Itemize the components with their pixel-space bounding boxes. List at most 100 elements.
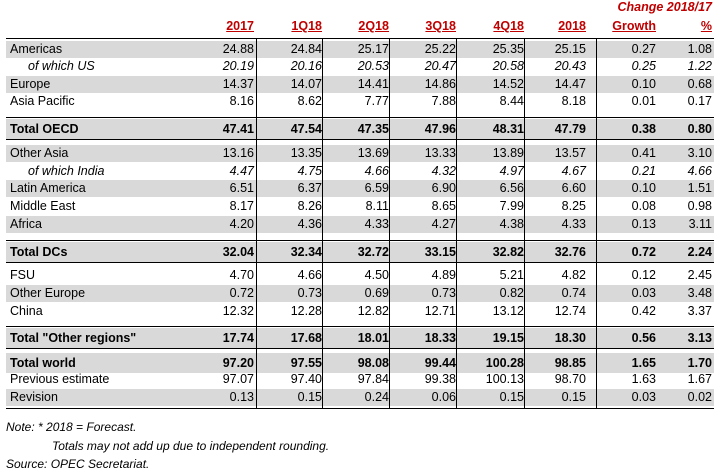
table-row: of which US 20.19 20.16 20.53 20.47 20.58 20.4…: [6, 58, 714, 75]
table-cell: 25.22: [424, 42, 456, 56]
table-cell: 19.15: [492, 331, 524, 345]
table-row: Total OECD 47.41 47.54 47.35 47.96 48.31 47.79…: [6, 119, 714, 139]
table-row: Other Asia 13.16 13.35 13.69 13.33 13.89 13.57…: [6, 145, 714, 162]
table-cell: 99.44: [424, 356, 456, 370]
column-divider: [322, 38, 323, 408]
table-cell: 14.47: [554, 77, 586, 91]
table-cell: 20.58: [492, 59, 524, 73]
col-header-2017: 2017: [226, 19, 254, 33]
table-cell: 0.72: [631, 245, 656, 259]
table-cell: 3.10: [687, 146, 712, 160]
table-cell: 3.13: [687, 331, 712, 345]
table-cell: 8.44: [499, 94, 524, 108]
table-cell: 8.25: [561, 199, 586, 213]
table-cell: 6.56: [499, 181, 524, 195]
row-label: Americas: [10, 42, 63, 56]
table-cell: 0.21: [631, 164, 656, 178]
table-cell: 0.15: [561, 390, 586, 404]
table-row: Total "Other regions" 17.74 17.68 18.01 18.3…: [6, 328, 714, 348]
table-row: of which India 4.47 4.75 4.66 4.32 4.97 4.67 0.…: [6, 163, 714, 180]
col-header-2018: 2018: [558, 19, 586, 33]
row-divider: [6, 38, 714, 39]
table-cell: 4.66: [297, 268, 322, 282]
table-row: Middle East 8.17 8.26 8.11 8.65 7.99 8.25 0.08 0…: [6, 198, 714, 215]
table-cell: 8.11: [365, 199, 389, 213]
row-divider: [6, 408, 714, 409]
table-cell: 100.28: [485, 356, 524, 370]
row-label: Revision: [10, 390, 58, 404]
table-cell: 12.74: [554, 304, 586, 318]
row-label: of which US: [28, 59, 95, 73]
table-cell: 20.43: [554, 59, 586, 73]
table-row: China 12.32 12.28 12.82 12.71 13.12 12.74 0.42 3…: [6, 303, 714, 320]
table-cell: 0.02: [687, 390, 712, 404]
table-cell: 47.35: [357, 122, 389, 136]
table-cell: 5.21: [499, 268, 524, 282]
table-cell: 0.69: [364, 286, 389, 300]
row-label: Europe: [10, 77, 51, 91]
table-cell: 18.01: [357, 331, 389, 345]
row-label: Latin America: [10, 181, 86, 195]
table-cell: 97.20: [222, 356, 254, 370]
table-cell: 18.30: [554, 331, 586, 345]
table-cell: 1.70: [687, 356, 712, 370]
row-label: of which India: [28, 164, 105, 178]
table-cell: 3.11: [688, 217, 712, 231]
table-cell: 1.08: [687, 42, 712, 56]
table-cell: 0.80: [687, 122, 712, 136]
table-cell: 100.13: [485, 372, 524, 386]
table-cell: 8.65: [431, 199, 456, 213]
table-row: Africa 4.20 4.36 4.33 4.27 4.38 4.33 0.13 3.11: [6, 216, 714, 233]
table-cell: 0.56: [631, 331, 656, 345]
table-cell: 97.55: [290, 356, 322, 370]
table-cell: 7.99: [499, 199, 524, 213]
table-cell: 4.33: [561, 217, 586, 231]
row-label: Other Europe: [10, 286, 86, 300]
table-cell: 8.16: [229, 94, 254, 108]
table-cell: 0.10: [631, 181, 656, 195]
table-cell: 0.13: [229, 390, 254, 404]
table-cell: 0.82: [499, 286, 524, 300]
row-label: FSU: [10, 268, 35, 282]
row-divider: [6, 262, 714, 263]
table-cell: 25.15: [554, 42, 586, 56]
table-cell: 4.66: [364, 164, 389, 178]
table-cell: 20.16: [290, 59, 322, 73]
table-cell: 32.04: [222, 245, 254, 259]
col-header-4q18: 4Q18: [493, 19, 524, 33]
table-cell: 13.33: [424, 146, 456, 160]
table-cell: 32.34: [290, 245, 322, 259]
table-cell: 97.07: [222, 372, 254, 386]
table-cell: 6.90: [431, 181, 456, 195]
table-cell: 13.12: [492, 304, 524, 318]
row-divider: [6, 348, 714, 349]
table-cell: 3.48: [687, 286, 712, 300]
note-forecast: Note: * 2018 = Forecast.: [6, 420, 137, 434]
col-header-1q18: 1Q18: [291, 19, 322, 33]
table-cell: 8.26: [297, 199, 322, 213]
table-cell: 0.03: [631, 286, 656, 300]
column-divider: [524, 38, 525, 408]
table-cell: 47.96: [424, 122, 456, 136]
table-cell: 0.12: [631, 268, 656, 282]
table-cell: 20.19: [222, 59, 254, 73]
table-cell: 97.84: [357, 372, 389, 386]
table-cell: 0.38: [631, 122, 656, 136]
table-cell: 0.98: [687, 199, 712, 213]
table-cell: 47.41: [222, 122, 254, 136]
row-label: China: [10, 304, 43, 318]
note-rounding: Totals may not add up due to independent…: [52, 438, 330, 453]
table-row: FSU 4.70 4.66 4.50 4.89 5.21 4.82 0.12 2.45: [6, 267, 714, 284]
table-cell: 8.18: [561, 94, 586, 108]
table-row: Other Europe 0.72 0.73 0.69 0.73 0.82 0.74 0.03…: [6, 285, 714, 302]
table-cell: 1.67: [687, 372, 712, 386]
table-cell: 32.72: [357, 245, 389, 259]
table-cell: 24.84: [290, 42, 322, 56]
column-divider: [256, 38, 257, 408]
table-cell: 0.72: [229, 286, 254, 300]
row-label: Africa: [10, 217, 42, 231]
table-cell: 3.37: [687, 304, 712, 318]
table-cell: 6.60: [561, 181, 586, 195]
table-cell: 12.32: [222, 304, 254, 318]
table-cell: 99.38: [424, 372, 456, 386]
